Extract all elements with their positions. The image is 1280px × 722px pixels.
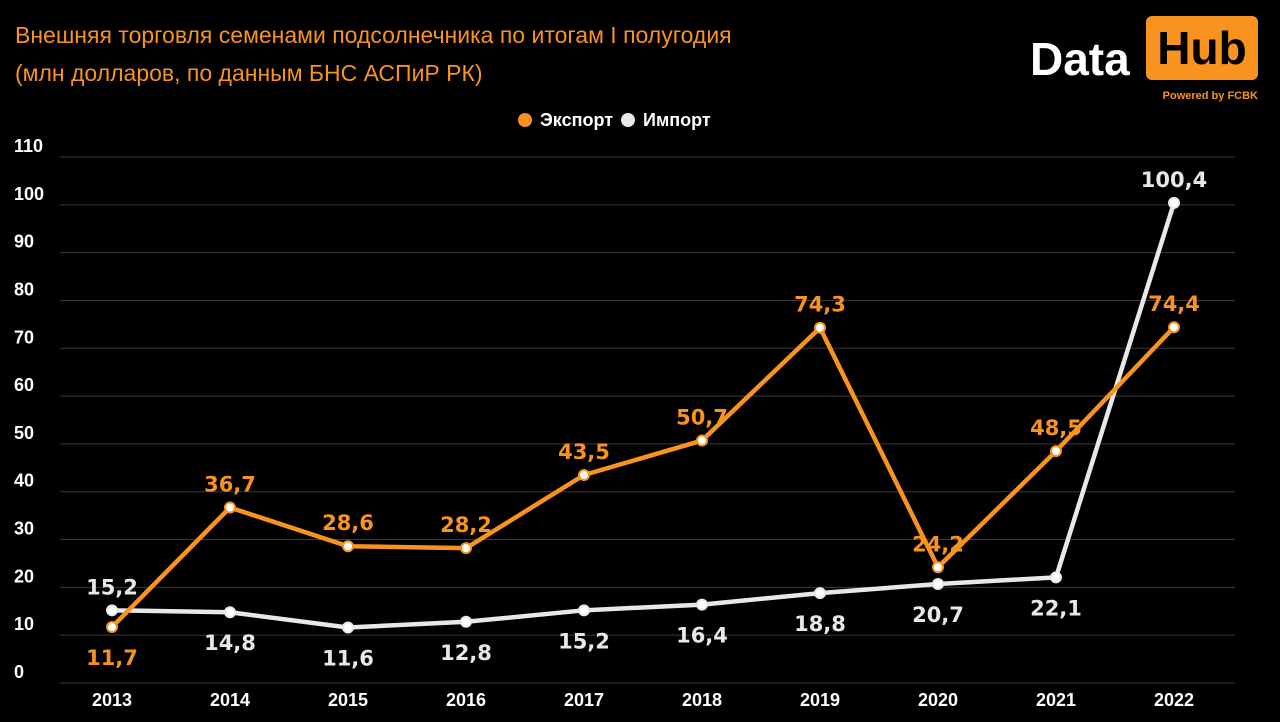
export-data-label-2021: 48,5 (1030, 416, 1082, 440)
import-data-label-2013: 15,2 (86, 575, 138, 599)
import-point-2022 (1168, 196, 1180, 209)
import-point-2018 (696, 598, 708, 611)
export-series-line (109, 324, 1177, 630)
import-data-label-2020: 20,7 (912, 603, 964, 627)
legend-import-dot-icon (621, 113, 636, 127)
x-tick-label-2018: 2018 (682, 690, 722, 710)
import-data-label-2021: 22,1 (1030, 596, 1082, 620)
legend-item-export: Экспорт (518, 110, 613, 131)
legend-import-label: Импорт (643, 109, 711, 130)
logo-word-data: Data (1030, 33, 1130, 85)
export-data-label-2015: 28,6 (322, 511, 374, 535)
import-point-2021 (1050, 571, 1062, 584)
export-point-2018 (696, 434, 708, 447)
import-point-2013 (106, 604, 118, 617)
import-point-2017 (578, 604, 590, 617)
y-tick-label-10: 10 (14, 614, 34, 634)
export-data-label-2020: 24,2 (912, 532, 964, 556)
export-data-label-2013: 11,7 (86, 646, 138, 670)
x-tick-label-2021: 2021 (1036, 690, 1076, 710)
data-points (106, 196, 1180, 634)
import-point-2014 (224, 606, 236, 619)
legend-export-label: Экспорт (540, 109, 614, 130)
y-tick-label-0: 0 (14, 662, 24, 682)
import-data-label-2019: 18,8 (794, 612, 846, 636)
import-data-label-2016: 12,8 (440, 641, 492, 665)
legend-item-import: Импорт (621, 110, 711, 131)
import-data-label-2015: 11,6 (322, 647, 374, 671)
grid-lines (60, 156, 1235, 684)
export-data-label-2014: 36,7 (204, 473, 256, 497)
import-point-2020 (932, 578, 944, 591)
import-data-label-2022: 100,4 (1141, 168, 1207, 192)
chart-legend: Экспорт Импорт (518, 108, 719, 132)
export-point-2019 (814, 321, 826, 334)
chart-title-line-1: Внешняя торговля семенами подсолнечника … (15, 22, 732, 48)
data-labels: 11,7 36,7 28,6 28,2 43,5 50,7 74,3 24,2 48,5 74,4… (86, 168, 1207, 671)
y-tick-label-60: 60 (14, 375, 34, 395)
y-tick-label-20: 20 (14, 566, 34, 586)
y-tick-label-70: 70 (14, 327, 34, 347)
import-point-2019 (814, 587, 826, 600)
import-data-label-2014: 14,8 (204, 631, 256, 655)
y-tick-label-80: 80 (14, 279, 34, 299)
y-tick-label-90: 90 (14, 232, 34, 252)
datahub-logo: Data Hub Powered by FCBK (1030, 14, 1260, 104)
export-point-2013 (106, 621, 118, 634)
x-tick-label-2017: 2017 (564, 690, 604, 710)
export-point-2020 (932, 561, 944, 574)
y-axis-ticks: 0 10 20 30 40 50 60 70 80 90 100 110 (14, 136, 44, 682)
export-point-2017 (578, 468, 590, 481)
x-axis-ticks: 2013 2014 2015 2016 2017 2018 2019 2020 2021 2022 (92, 690, 1194, 710)
chart-title: Внешняя торговля семенами подсолнечника … (15, 16, 955, 92)
export-point-2021 (1050, 445, 1062, 458)
chart-subtitle: (млн долларов, по данным БНС АСПиР РК) (15, 60, 483, 86)
x-tick-label-2019: 2019 (800, 690, 840, 710)
logo-word-hub: Hub (1146, 16, 1258, 80)
export-point-2015 (342, 540, 354, 553)
x-tick-label-2022: 2022 (1154, 690, 1194, 710)
logo-powered-by: Powered by FCBK (1162, 90, 1258, 102)
export-data-label-2022: 74,4 (1148, 292, 1200, 316)
import-data-label-2018: 16,4 (676, 624, 728, 648)
export-data-label-2017: 43,5 (558, 440, 610, 464)
import-series-line (109, 200, 1177, 630)
x-tick-label-2014: 2014 (210, 690, 250, 710)
x-tick-label-2013: 2013 (92, 690, 132, 710)
y-tick-label-100: 100 (14, 184, 44, 204)
export-data-label-2018: 50,7 (676, 406, 728, 430)
legend-export-dot-icon (518, 113, 532, 127)
y-tick-label-30: 30 (14, 519, 34, 539)
export-point-2022 (1168, 321, 1180, 334)
export-point-2016 (460, 542, 472, 555)
x-tick-label-2016: 2016 (446, 690, 486, 710)
import-point-2016 (460, 615, 472, 628)
x-tick-label-2015: 2015 (328, 690, 368, 710)
y-tick-label-40: 40 (14, 471, 34, 491)
export-data-label-2016: 28,2 (440, 513, 492, 537)
y-tick-label-50: 50 (14, 423, 34, 443)
export-data-label-2019: 74,3 (794, 293, 846, 317)
y-tick-label-110: 110 (14, 136, 43, 156)
export-point-2014 (224, 501, 236, 514)
import-point-2015 (342, 621, 354, 634)
import-data-label-2017: 15,2 (558, 629, 610, 653)
x-tick-label-2020: 2020 (918, 690, 958, 710)
series-lines (109, 200, 1177, 630)
